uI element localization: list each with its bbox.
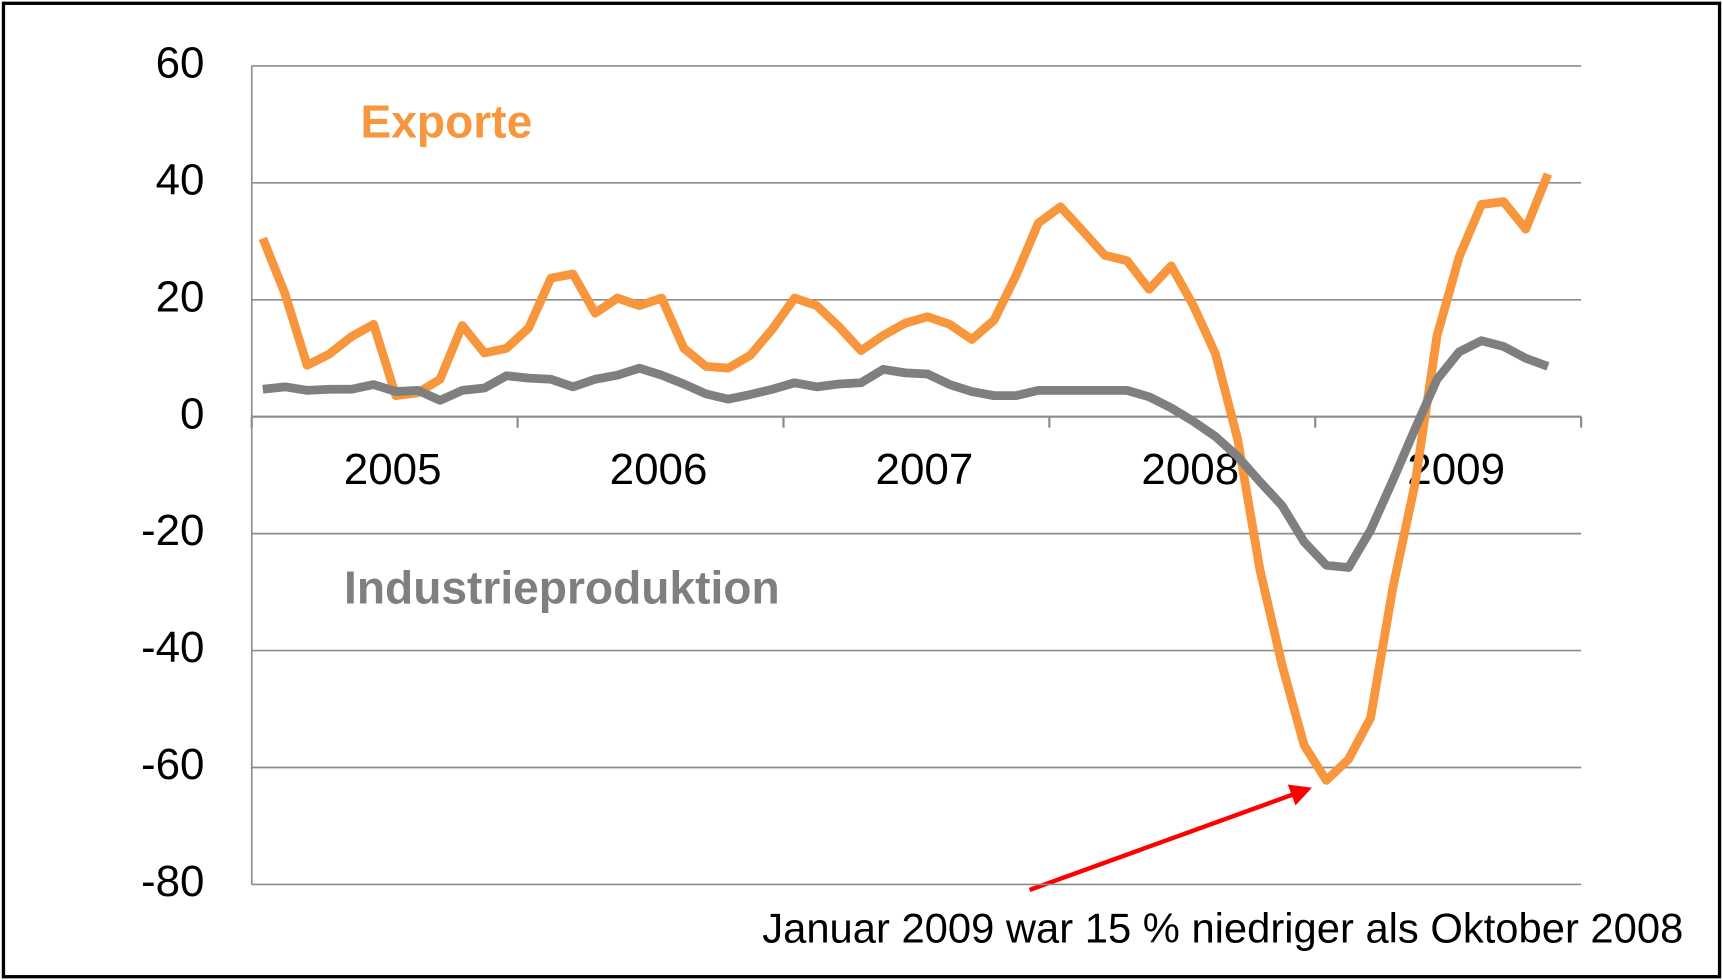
- y-tick-label: -20: [141, 506, 205, 555]
- x-tick-label: 2007: [876, 445, 974, 494]
- series-label: Industrieproduktion: [344, 561, 780, 613]
- y-tick-label: -60: [141, 740, 205, 789]
- x-tick-label: 2005: [344, 445, 442, 494]
- annotation-arrow: [1028, 791, 1298, 892]
- y-tick-label: 60: [156, 39, 205, 88]
- x-tick-label: 2008: [1141, 445, 1239, 494]
- series-label: Exporte: [361, 95, 533, 147]
- series-line: [258, 172, 1553, 785]
- annotation: Januar 2009 war 15 % niedriger als Oktob…: [762, 905, 1683, 952]
- arrow-head: [1287, 784, 1312, 806]
- y-tick-label: -80: [141, 857, 205, 906]
- x-tick-label: 2006: [610, 445, 708, 494]
- y-tick-label: 40: [156, 155, 205, 204]
- y-tick-label: 20: [156, 272, 205, 321]
- series-line: [262, 336, 1550, 572]
- y-tick-label: 0: [180, 389, 204, 438]
- y-tick-label: -40: [141, 623, 205, 672]
